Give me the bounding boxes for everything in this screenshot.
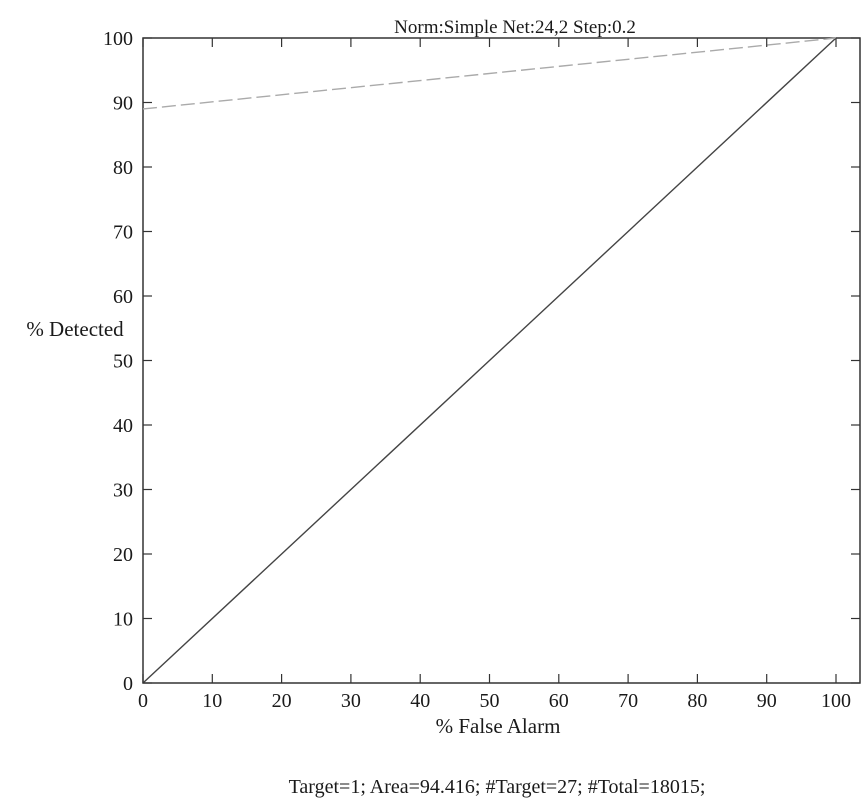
- y-tick-label: 0: [123, 673, 133, 695]
- x-tick-label: 60: [549, 690, 569, 712]
- y-tick-label: 90: [113, 93, 133, 115]
- series-line-2: [142, 37, 837, 110]
- y-axis-label: % Detected: [26, 317, 124, 341]
- x-tick-label: 30: [341, 690, 361, 712]
- x-tick-label: 100: [821, 690, 851, 712]
- y-tick-label: 10: [113, 609, 133, 631]
- series-layer: [142, 37, 837, 684]
- x-tick-label: 40: [410, 690, 430, 712]
- chart-title: Norm:Simple Net:24,2 Step:0.2: [394, 17, 636, 38]
- y-tick-label: 20: [113, 544, 133, 566]
- y-tick-label: 100: [103, 28, 133, 50]
- x-tick-label: 90: [757, 690, 777, 712]
- y-tick-label: 30: [113, 480, 133, 502]
- plot-frame: [142, 37, 861, 684]
- y-tick-label: 60: [113, 286, 133, 308]
- x-tick-label: 80: [687, 690, 707, 712]
- y-tick-label: 40: [113, 415, 133, 437]
- series-line-1: [142, 37, 837, 684]
- x-tick-label: 70: [618, 690, 638, 712]
- y-tick-label: 70: [113, 222, 133, 244]
- x-tick-label: 50: [480, 690, 500, 712]
- tick-layer: 0 10 20 30 40 50 60 70 80 90 100 0 10 20 30 40 50 60 70 80 9…: [103, 28, 860, 712]
- chart-footer: Target=1; Area=94.416; #Target=27; #Tota…: [289, 776, 706, 798]
- y-tick-label: 80: [113, 157, 133, 179]
- x-tick-label: 10: [202, 690, 222, 712]
- y-tick-label: 50: [113, 351, 133, 373]
- x-tick-label: 0: [138, 690, 148, 712]
- x-tick-label: 20: [272, 690, 292, 712]
- x-axis-label: % False Alarm: [436, 714, 561, 738]
